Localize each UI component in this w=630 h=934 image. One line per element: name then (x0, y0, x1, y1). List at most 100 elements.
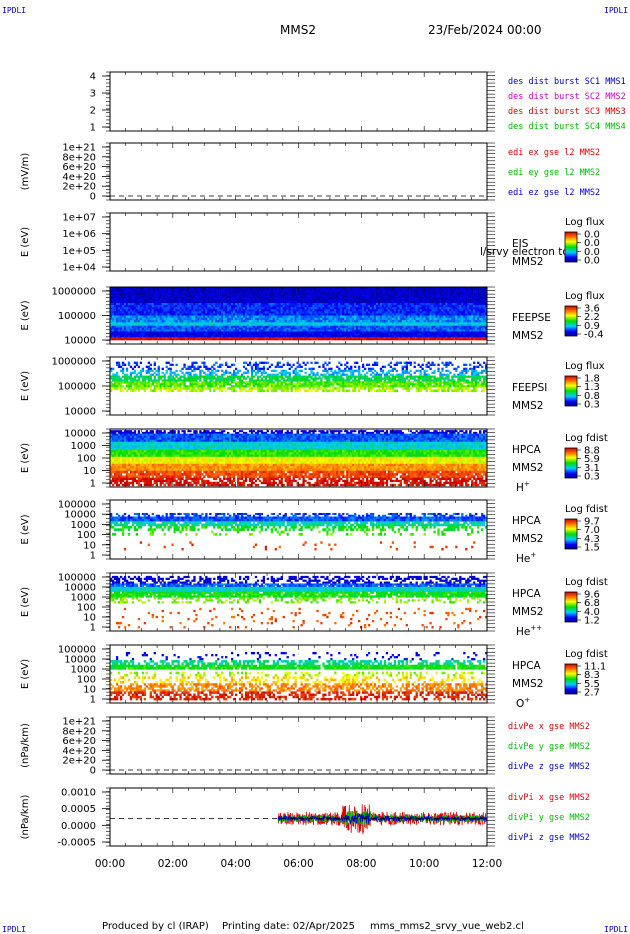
spectrogram-cell (375, 305, 379, 308)
spectrogram-cell (159, 320, 162, 323)
spectrogram-cell (125, 298, 129, 302)
spectrogram-cell (415, 331, 418, 334)
spectrogram-cell (483, 296, 486, 300)
spectrogram-cell (227, 296, 230, 300)
spectrogram-cell (244, 287, 248, 290)
spectrogram-cell (322, 329, 325, 332)
spectrogram-cell (413, 287, 416, 290)
spectrogram-cell (350, 287, 353, 290)
spectrogram-cell (352, 313, 355, 316)
spectrogram-cell (429, 311, 432, 314)
spectrogram-cell (373, 298, 377, 302)
spectrogram-cell (266, 329, 270, 332)
spectrogram-cell (219, 309, 222, 312)
spectrogram-cell (461, 287, 464, 290)
spectrogram-cell (322, 313, 325, 316)
spectrogram-cell (117, 333, 121, 336)
spectrogram-cell (233, 309, 236, 312)
spectrogram-cell (344, 305, 347, 308)
spectrogram-cell (409, 300, 412, 304)
spectrogram-cell (465, 315, 468, 319)
spectrogram-cell (411, 305, 414, 308)
spectrogram-cell (225, 335, 228, 338)
spectrogram-cell (391, 324, 395, 327)
spectrogram-cell (411, 298, 414, 302)
spectrogram-cell (143, 309, 147, 312)
spectrogram-cell (181, 296, 184, 300)
spectrogram-cell (308, 294, 311, 298)
spectrogram-cell (173, 324, 176, 327)
spectrogram-cell (240, 300, 244, 304)
spectrogram-cell (195, 313, 198, 316)
spectrogram-cell (113, 325, 117, 328)
spectrogram-cell (399, 290, 402, 294)
spectrogram-cell (139, 324, 143, 327)
spectrogram-cell (433, 300, 436, 304)
spectrogram-cell (405, 287, 408, 290)
spectrogram-cell (201, 298, 204, 302)
spectrogram-cell (217, 322, 220, 325)
spectrogram-cell (229, 324, 232, 327)
spectrogram-cell (181, 315, 184, 319)
spectrogram-cell (326, 313, 329, 316)
spectrogram-cell (318, 335, 321, 338)
spectrogram-cell (145, 300, 148, 304)
spectrogram-cell (423, 329, 426, 332)
spectrogram-cell (151, 311, 154, 314)
spectrogram-cell (348, 331, 351, 334)
spectrogram-cell (473, 309, 476, 312)
spectrogram-cell (193, 309, 196, 312)
spectrogram-cell (447, 302, 450, 306)
spectrogram-cell (320, 322, 323, 325)
spectrogram-cell (334, 302, 337, 306)
spectrogram-cell (141, 305, 145, 308)
spectrogram-cell (177, 335, 180, 338)
spectrogram-cell (375, 324, 379, 327)
spectrogram-cell (217, 327, 220, 330)
spectrogram-cell (246, 333, 250, 336)
spectrogram-cell (373, 313, 377, 316)
spectrogram-cell (256, 333, 260, 336)
spectrogram-cell (367, 289, 371, 292)
spectrogram-cell (143, 287, 147, 290)
spectrogram-cell (401, 335, 404, 338)
spectrogram-cell (326, 317, 329, 321)
spectrogram-cell (268, 296, 272, 300)
spectrogram-cell (383, 327, 387, 330)
spectrogram-cell (447, 329, 450, 332)
spectrogram-cell (451, 290, 454, 294)
spectrogram-cell (427, 289, 430, 292)
spectrogram-cell (346, 333, 349, 336)
spectrogram-cell (369, 333, 373, 336)
spectrogram-cell (149, 287, 152, 290)
spectrogram-cell (211, 307, 214, 310)
spectrogram-cell (421, 302, 424, 306)
spectrogram-cell (110, 307, 113, 310)
spectrogram-cell (403, 325, 406, 328)
spectrogram-cell (286, 302, 289, 306)
spectrogram-cell (195, 320, 198, 323)
spectrogram-cell (217, 320, 220, 323)
spectrogram-cell (203, 309, 206, 312)
spectrogram-cell (270, 296, 273, 300)
spectrogram-cell (365, 290, 369, 294)
spectrogram-cell (411, 290, 414, 294)
spectrogram-cell (302, 331, 305, 334)
spectrogram-cell (193, 290, 196, 294)
spectrogram-cell (441, 302, 444, 306)
spectrogram-cell (197, 292, 200, 296)
spectrogram-cell (365, 329, 369, 332)
spectrogram-cell (405, 290, 408, 294)
spectrogram-cell (397, 333, 400, 336)
spectrogram-cell (171, 307, 174, 310)
spectrogram-cell (284, 320, 287, 323)
spectrogram-cell (209, 302, 212, 306)
spectrogram-cell (457, 324, 460, 327)
spectrogram-cell (439, 289, 442, 292)
spectrogram-cell (193, 331, 196, 334)
spectrogram-cell (465, 300, 468, 304)
spectrogram-cell (318, 325, 321, 328)
spectrogram-cell (405, 315, 408, 319)
spectrogram-cell (431, 313, 434, 316)
